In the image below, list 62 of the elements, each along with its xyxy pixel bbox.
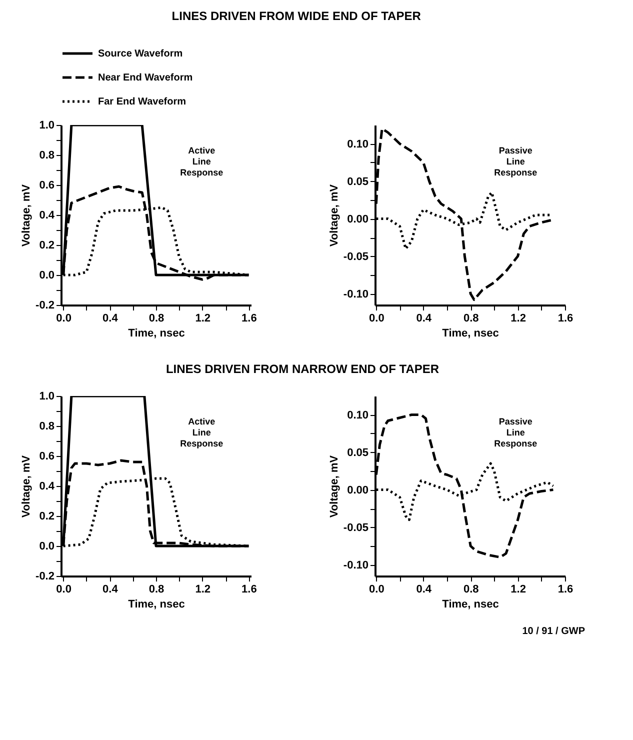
annotation: Passive Line Response xyxy=(494,146,538,178)
y-tick-label: -0.10 xyxy=(343,288,368,300)
x-tick-label: 0.0 xyxy=(56,584,72,596)
text: LINES DRIVEN FROM NARROW END OF TAPER xyxy=(166,362,440,376)
legend-label: Source Waveform xyxy=(98,48,183,60)
annotation: Active Line Response xyxy=(180,416,224,449)
y-tick-label: 0.6 xyxy=(39,180,54,192)
x-axis-title: Time, nsec xyxy=(128,328,185,340)
x-axis-title: Time, nsec xyxy=(442,598,499,610)
x-tick-label: 0.0 xyxy=(56,312,72,324)
y-tick-label: 0.8 xyxy=(39,420,54,432)
y-tick-label: -0.2 xyxy=(36,570,54,582)
x-tick-label: 0.0 xyxy=(369,584,384,596)
x-tick-label: 1.6 xyxy=(558,584,574,596)
y-tick-label: -0.05 xyxy=(343,522,368,534)
y-tick-label: 1.0 xyxy=(39,390,54,402)
x-tick-label: 1.2 xyxy=(510,584,526,596)
annotation: Active Line Response xyxy=(180,146,224,178)
text: 10 / 91 / GWP xyxy=(522,626,586,637)
x-tick-label: 0.4 xyxy=(416,312,432,324)
x-tick-label: 0.8 xyxy=(148,312,164,324)
y-tick-label: 0.4 xyxy=(39,480,56,492)
y-tick-label: 0.10 xyxy=(347,409,368,422)
y-tick-label: -0.05 xyxy=(343,250,368,263)
x-tick-label: 0.4 xyxy=(102,584,119,596)
y-tick-label: 0.8 xyxy=(39,150,54,162)
y-tick-label: 0.05 xyxy=(347,176,368,188)
x-tick-label: 0.8 xyxy=(148,584,164,596)
y-tick-label: 0.00 xyxy=(347,484,368,496)
y-axis-title: Voltage, mV xyxy=(328,184,340,247)
x-tick-label: 0.8 xyxy=(463,312,479,324)
y-tick-label: 0.00 xyxy=(347,213,368,226)
y-tick-label: 0.4 xyxy=(39,210,56,222)
x-tick-label: 1.2 xyxy=(195,312,210,324)
legend-label: Near End Waveform xyxy=(98,72,193,84)
x-tick-label: 0.4 xyxy=(416,584,432,596)
x-tick-label: 0.0 xyxy=(369,312,384,324)
x-tick-label: 1.6 xyxy=(242,312,257,324)
y-tick-label: 0.2 xyxy=(39,240,54,252)
y-tick-label: 0.05 xyxy=(347,446,368,459)
x-tick-label: 1.2 xyxy=(195,584,210,596)
y-tick-label: 0.6 xyxy=(39,450,54,462)
x-axis-title: Time, nsec xyxy=(128,598,185,610)
x-axis-title: Time, nsec xyxy=(442,328,499,340)
y-tick-label: -0.2 xyxy=(36,300,54,312)
y-tick-label: 0.0 xyxy=(39,540,54,552)
x-tick-label: 1.2 xyxy=(510,312,526,324)
y-axis-title: Voltage, mV xyxy=(328,454,340,518)
y-tick-label: 1.0 xyxy=(39,120,54,132)
y-tick-label: 0.0 xyxy=(39,270,54,282)
y-axis-title: Voltage, mV xyxy=(20,184,33,247)
x-tick-label: 0.8 xyxy=(463,584,479,596)
y-axis-title: Voltage, mV xyxy=(20,454,33,518)
x-tick-label: 1.6 xyxy=(242,584,257,596)
x-tick-label: 0.4 xyxy=(102,312,119,324)
y-tick-label: 0.2 xyxy=(39,510,54,522)
text: LINES DRIVEN FROM WIDE END OF TAPER xyxy=(172,9,422,23)
y-tick-label: 0.10 xyxy=(347,138,368,150)
x-tick-label: 1.6 xyxy=(558,312,574,324)
y-tick-label: -0.10 xyxy=(343,559,368,572)
legend-label: Far End Waveform xyxy=(98,96,186,108)
annotation: Passive Line Response xyxy=(494,416,538,449)
